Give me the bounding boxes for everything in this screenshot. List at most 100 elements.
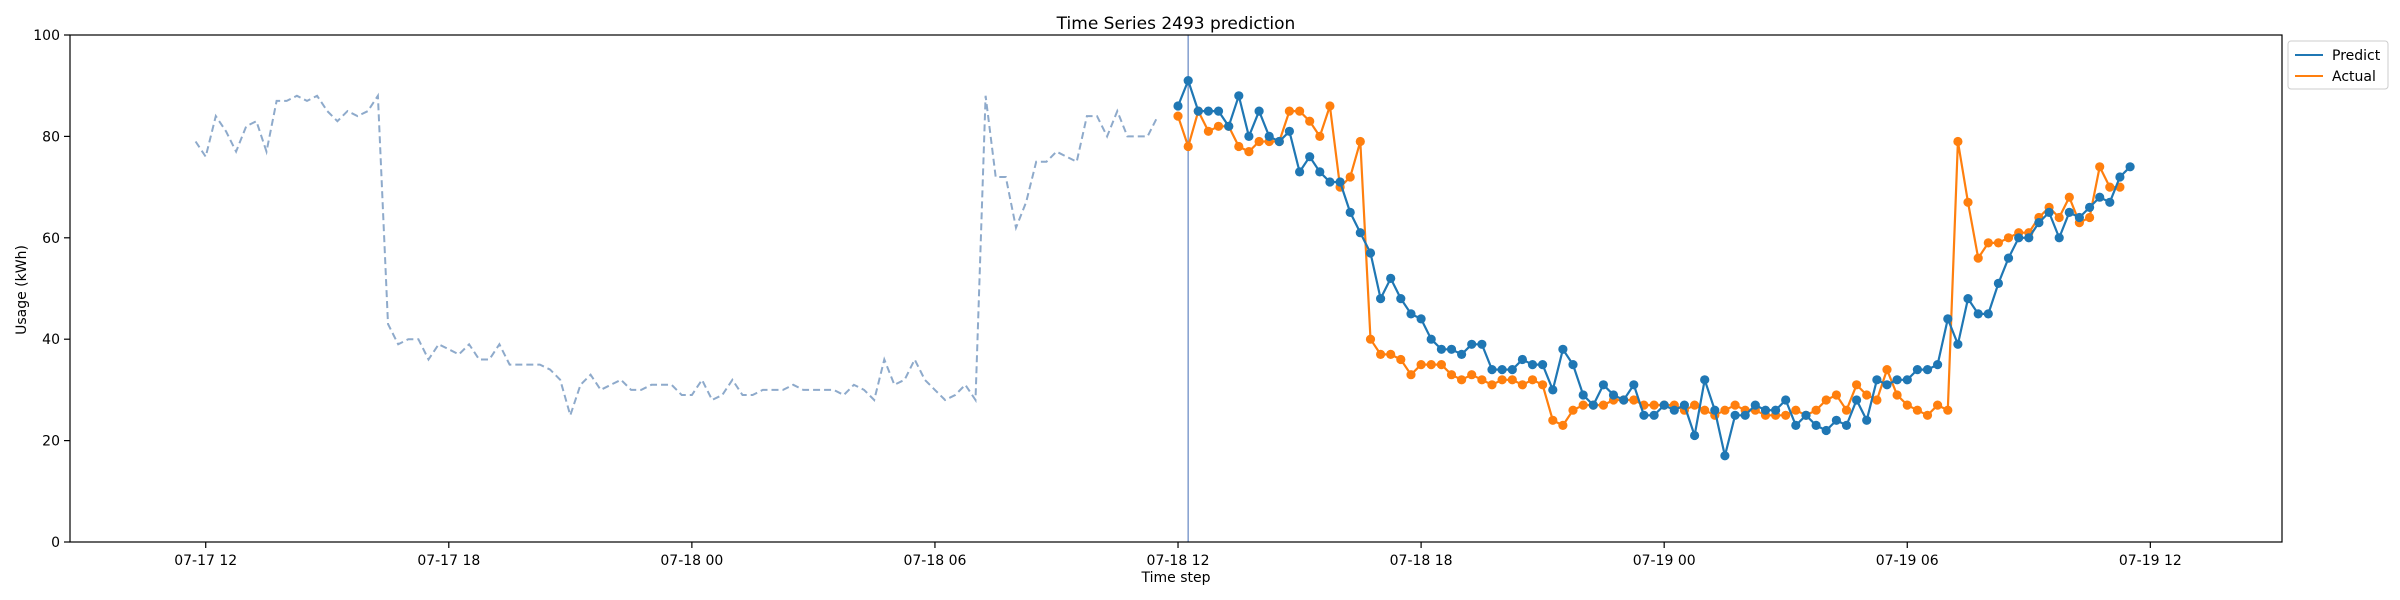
- actual-point-78: [1963, 197, 1973, 207]
- actual-point-24: [1416, 360, 1426, 370]
- actual-point-34: [1517, 380, 1527, 390]
- predict-point-61: [1791, 420, 1801, 430]
- actual-point-7: [1244, 147, 1254, 157]
- actual-point-25: [1426, 360, 1436, 370]
- x-tick-label: 07-18 12: [1147, 553, 1210, 569]
- actual-point-47: [1649, 400, 1659, 410]
- x-tick-label: 07-18 00: [660, 553, 723, 569]
- predict-point-11: [1284, 126, 1294, 136]
- predict-point-42: [1598, 380, 1608, 390]
- predict-point-79: [1973, 309, 1983, 319]
- predict-point-49: [1669, 405, 1679, 415]
- predict-point-82: [2003, 253, 2014, 263]
- predict-point-72: [1902, 375, 1912, 385]
- predict-point-37: [1548, 385, 1558, 395]
- predict-point-39: [1568, 360, 1578, 370]
- predict-point-12: [1295, 167, 1305, 177]
- predict-point-5: [1224, 121, 1234, 131]
- actual-point-0: [1173, 111, 1183, 121]
- predict-point-35: [1527, 360, 1538, 370]
- predict-point-73: [1912, 365, 1922, 375]
- predict-point-29: [1467, 339, 1477, 349]
- y-tick-label: 20: [42, 434, 60, 450]
- actual-point-81: [1993, 238, 2003, 248]
- predict-point-87: [2054, 233, 2064, 243]
- actual-point-35: [1527, 375, 1538, 385]
- predict-point-48: [1659, 400, 1669, 410]
- predict-point-71: [1892, 375, 1902, 385]
- predict-point-78: [1963, 294, 1973, 304]
- actual-point-74: [1922, 410, 1933, 420]
- x-tick-label: 07-18 18: [1390, 553, 1453, 569]
- predict-point-54: [1720, 451, 1730, 461]
- predict-point-36: [1538, 360, 1548, 370]
- actual-point-77: [1953, 136, 1963, 147]
- predict-point-33: [1507, 365, 1517, 375]
- predict-point-75: [1933, 360, 1943, 370]
- plot-frame: [69, 34, 2283, 543]
- predict-point-21: [1386, 273, 1396, 283]
- actual-point-36: [1538, 380, 1548, 390]
- actual-point-17: [1345, 172, 1355, 182]
- predict-point-13: [1305, 152, 1315, 162]
- actual-point-72: [1902, 400, 1912, 410]
- plot-area: [194, 35, 2135, 542]
- actual-point-67: [1852, 380, 1862, 390]
- y-tick-label: 60: [42, 231, 60, 247]
- actual-line: [1176, 105, 2120, 427]
- history-line: [194, 92, 1159, 419]
- predict-point-10: [1274, 136, 1284, 147]
- x-tick-label: 07-17 18: [417, 553, 480, 569]
- predict-point-89: [2074, 212, 2084, 223]
- x-tick-label: 07-19 00: [1633, 553, 1696, 569]
- legend-label-actual: Actual: [2332, 69, 2376, 85]
- predict-point-69: [1872, 375, 1882, 385]
- actual-point-71: [1892, 390, 1902, 400]
- actual-point-52: [1700, 405, 1710, 415]
- actual-point-80: [1983, 238, 1993, 248]
- predict-point-55: [1730, 410, 1740, 420]
- actual-point-12: [1295, 106, 1305, 116]
- predict-point-60: [1781, 395, 1791, 405]
- predict-point-66: [1841, 420, 1852, 430]
- predict-point-56: [1740, 410, 1750, 420]
- actual-point-15: [1325, 101, 1335, 111]
- actual-point-68: [1862, 390, 1872, 400]
- predict-point-28: [1457, 349, 1467, 359]
- actual-point-33: [1507, 375, 1517, 385]
- actual-point-42: [1598, 400, 1608, 410]
- actual-point-28: [1457, 375, 1467, 385]
- predict-point-6: [1234, 91, 1244, 101]
- actual-point-69: [1872, 395, 1882, 405]
- predict-point-47: [1649, 410, 1659, 420]
- predict-point-80: [1983, 309, 1993, 319]
- actual-point-23: [1406, 370, 1416, 380]
- actual-point-20: [1376, 349, 1386, 359]
- predict-point-46: [1639, 410, 1649, 420]
- actual-point-32: [1497, 375, 1507, 385]
- predict-point-70: [1882, 380, 1892, 390]
- predict-point-2: [1193, 106, 1203, 116]
- predict-point-40: [1578, 390, 1588, 400]
- y-tick-label: 100: [33, 28, 60, 44]
- predict-point-51: [1690, 430, 1700, 441]
- predict-point-30: [1477, 339, 1487, 349]
- actual-point-79: [1973, 253, 1983, 263]
- predict-point-85: [2034, 218, 2044, 228]
- predict-point-45: [1629, 380, 1639, 390]
- predict-point-19: [1365, 248, 1376, 258]
- predict-point-25: [1426, 334, 1436, 344]
- legend-label-predict: Predict: [2332, 48, 2381, 64]
- predict-point-34: [1517, 354, 1527, 365]
- actual-point-38: [1558, 420, 1568, 430]
- predict-point-53: [1710, 405, 1720, 415]
- actual-point-87: [2054, 212, 2064, 223]
- x-tick-label: 07-19 12: [2119, 553, 2182, 569]
- actual-point-54: [1720, 405, 1730, 415]
- predict-point-38: [1558, 344, 1568, 354]
- predict-point-50: [1679, 400, 1689, 410]
- predict-point-27: [1446, 344, 1457, 354]
- actual-point-22: [1396, 354, 1406, 365]
- predict-point-76: [1943, 314, 1953, 324]
- actual-point-39: [1568, 405, 1578, 415]
